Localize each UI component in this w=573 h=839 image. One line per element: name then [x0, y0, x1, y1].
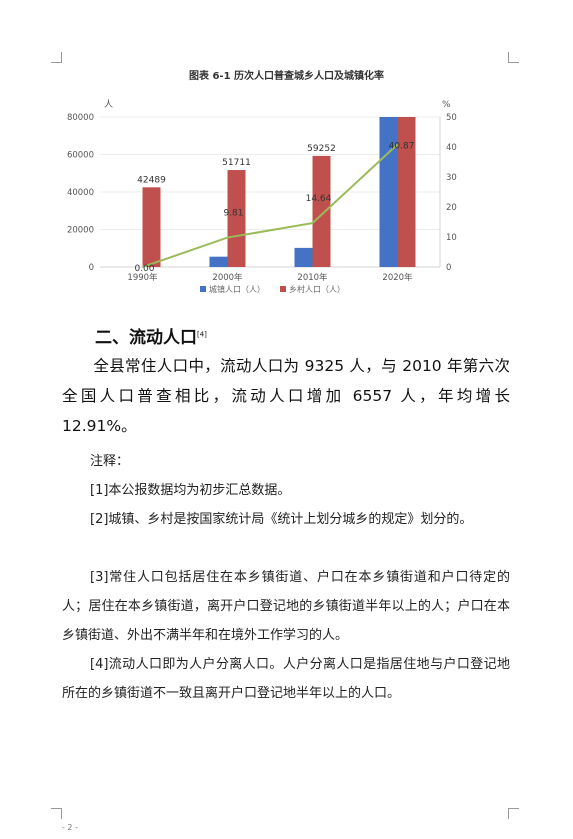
data-label: 0.00 [134, 264, 154, 274]
note-item: [1]本公报数据均为初步汇总数据。 [62, 476, 510, 505]
data-label: 59252 [307, 144, 336, 154]
legend-swatch [200, 286, 206, 292]
bar [227, 170, 246, 267]
y-left-tick-label: 0 [89, 263, 94, 273]
note-text: [1]本公报数据均为初步汇总数据。 [90, 483, 291, 498]
body-paragraph: 全县常住人口中，流动人口为 9325 人，与 2010 年第六次全国人口普查相比… [62, 351, 510, 441]
legend-label: 城镇人口（人） [209, 284, 265, 294]
y-right-tick-label: 10 [446, 233, 457, 243]
y-right-tick-label: 50 [446, 113, 457, 123]
page-number: - 2 - [62, 823, 78, 832]
note-item: [2]城镇、乡村是按国家统计局《统计上划分城乡的规定》划分的。 [62, 505, 510, 534]
bar [312, 155, 331, 267]
body-paragraph-text: 全县常住人口中，流动人口为 9325 人，与 2010 年第六次全国人口普查相比… [62, 357, 510, 435]
y-left-unit: 人 [104, 99, 113, 110]
x-tick-label: 2000年 [212, 272, 243, 283]
notes-label-text: 注释： [90, 454, 130, 469]
note-item: [4]流动人口即为人户分离人口。人户分离人口是指居住地与户口登记地所在的乡镇街道… [62, 650, 510, 708]
crop-mark-top-left [51, 52, 62, 63]
population-chart: 0 20000 40000 60000 80000 0 10 20 30 40 50 人 % 1990年 2… [67, 99, 457, 294]
urbanization-line [142, 143, 399, 268]
data-label: 51711 [222, 158, 251, 168]
data-label: 42489 [137, 175, 166, 185]
data-label: 9.81 [223, 209, 243, 219]
x-tick-label: 1990年 [127, 272, 158, 283]
legend-swatch [280, 286, 286, 292]
note-text: [2]城镇、乡村是按国家统计局《统计上划分城乡的规定》划分的。 [90, 512, 473, 527]
bar [142, 187, 161, 267]
y-left-tick-label: 20000 [67, 226, 94, 236]
heading-footnote-ref: [4] [197, 330, 207, 339]
data-label: 14.64 [306, 194, 332, 204]
note-text: [4]流动人口即为人户分离人口。人户分离人口是指居住地与户口登记地所在的乡镇街道… [62, 657, 510, 701]
section-heading-text: 二、流动人口 [95, 328, 197, 348]
y-left-tick-label: 60000 [67, 151, 94, 161]
bar [397, 117, 416, 267]
x-tick-label: 2010年 [297, 272, 328, 283]
y-left-tick-label: 80000 [67, 113, 94, 123]
crop-mark-bottom-right [508, 808, 519, 819]
chart-title: 图表 6-1 历次人口普查城乡人口及城镇化率 [188, 71, 385, 82]
crop-mark-top-right [508, 52, 519, 63]
note-text: [3]常住人口包括居住在本乡镇街道、户口在本乡镇街道和户口待定的人；居住在本乡镇… [62, 570, 510, 643]
section-heading: 二、流动人口[4] [95, 323, 207, 348]
y-right-tick-label: 30 [446, 173, 457, 183]
x-tick-label: 2020年 [382, 272, 413, 283]
bar [379, 117, 398, 267]
y-left-tick-label: 40000 [67, 188, 94, 198]
legend-label: 乡村人口（人） [289, 284, 345, 294]
bar [209, 256, 228, 267]
y-right-tick-label: 20 [446, 203, 457, 213]
note-item: [3]常住人口包括居住在本乡镇街道、户口在本乡镇街道和户口待定的人；居住在本乡镇… [62, 563, 510, 650]
y-right-tick-label: 40 [446, 143, 457, 153]
y-right-tick-label: 0 [446, 263, 451, 273]
y-right-unit: % [442, 100, 451, 110]
crop-mark-bottom-left [51, 808, 62, 819]
bar [294, 247, 313, 267]
notes-label: 注释： [62, 447, 510, 476]
data-label: 40.87 [389, 141, 415, 151]
